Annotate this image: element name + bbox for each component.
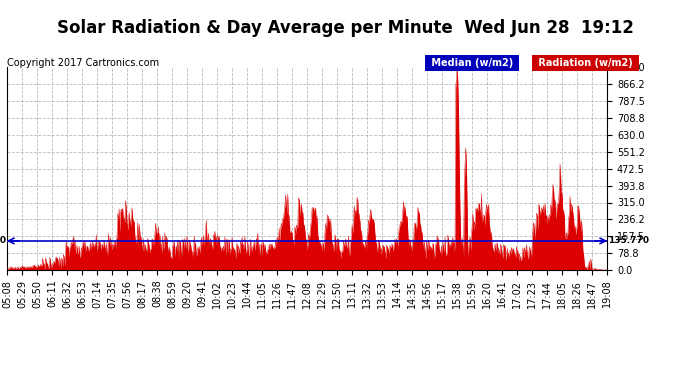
Text: Solar Radiation & Day Average per Minute  Wed Jun 28  19:12: Solar Radiation & Day Average per Minute… — [57, 19, 633, 37]
Text: Median (w/m2): Median (w/m2) — [428, 58, 516, 68]
Text: 135.770: 135.770 — [0, 236, 6, 245]
Text: 135.770: 135.770 — [609, 236, 649, 245]
Text: Copyright 2017 Cartronics.com: Copyright 2017 Cartronics.com — [7, 58, 159, 68]
Text: Radiation (w/m2): Radiation (w/m2) — [535, 58, 636, 68]
